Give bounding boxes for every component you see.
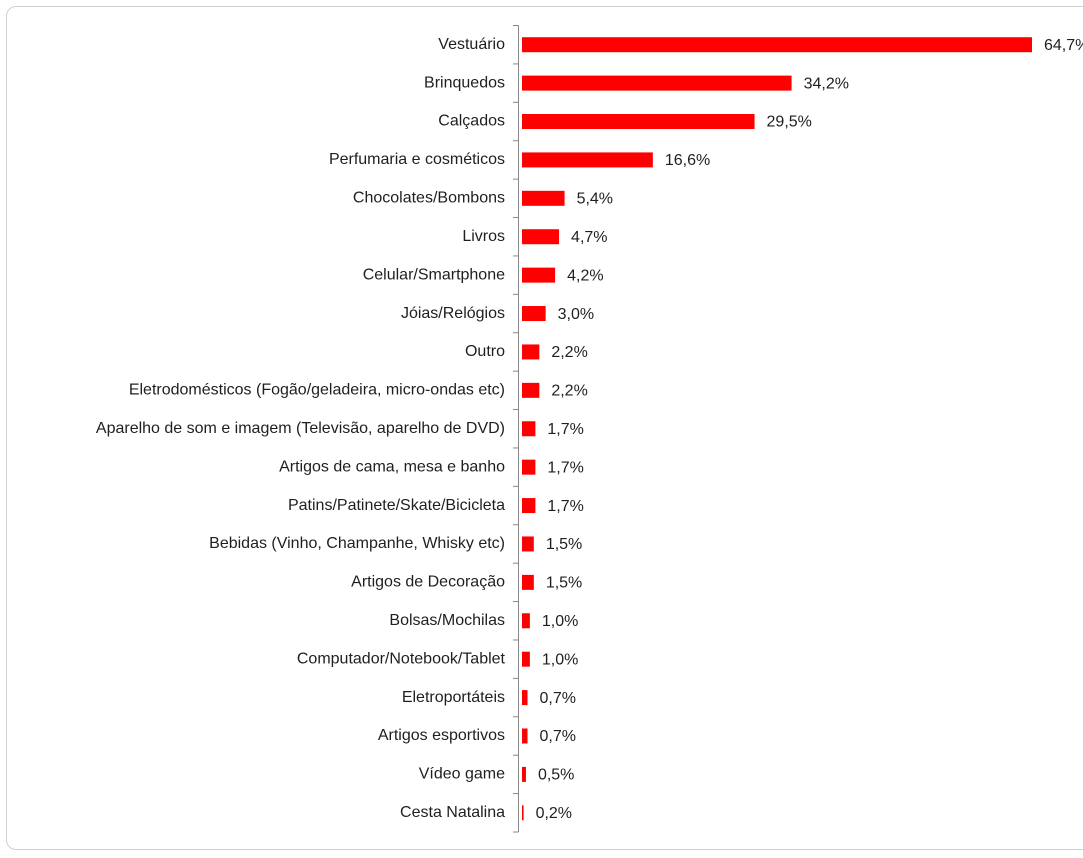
bar <box>522 37 1032 53</box>
value-label: 4,2% <box>567 267 603 284</box>
value-label: 2,2% <box>551 383 587 400</box>
value-label: 0,7% <box>540 690 576 707</box>
value-label: 1,7% <box>547 459 583 476</box>
value-label: 1,5% <box>546 536 582 553</box>
bar <box>522 114 755 130</box>
bar <box>522 690 528 706</box>
category-label: Vídeo game <box>419 766 505 783</box>
category-label: Brinquedos <box>424 74 505 91</box>
category-label: Jóias/Relógios <box>401 305 505 322</box>
bar <box>522 229 560 245</box>
value-label: 1,0% <box>542 613 578 630</box>
value-label: 1,7% <box>547 498 583 515</box>
category-label: Aparelho de som e imagem (Televisão, apa… <box>96 420 505 437</box>
category-label: Computador/Notebook/Tablet <box>297 650 506 667</box>
category-label: Eletrodomésticos (Fogão/geladeira, micro… <box>129 382 505 399</box>
category-label: Calçados <box>438 113 505 130</box>
value-label: 29,5% <box>767 114 812 131</box>
category-label: Outro <box>465 343 505 360</box>
bar <box>522 651 530 667</box>
bar <box>522 574 534 590</box>
category-label: Artigos esportivos <box>378 727 505 744</box>
bar <box>522 805 524 821</box>
bar <box>522 75 792 91</box>
category-label: Artigos de cama, mesa e banho <box>279 458 505 475</box>
category-label: Perfumaria e cosméticos <box>329 151 505 168</box>
category-label: Livros <box>462 228 505 245</box>
value-label: 1,5% <box>546 575 582 592</box>
value-label: 2,2% <box>551 344 587 361</box>
category-label: Patins/Patinete/Skate/Bicicleta <box>288 497 505 514</box>
bar <box>522 267 556 283</box>
category-label: Artigos de Decoração <box>351 574 505 591</box>
value-label: 1,0% <box>542 651 578 668</box>
category-label: Bebidas (Vinho, Champanhe, Whisky etc) <box>209 535 505 552</box>
bar <box>522 190 565 206</box>
bar <box>522 152 653 168</box>
bar <box>522 421 536 437</box>
value-label: 16,6% <box>665 152 710 169</box>
category-label: Chocolates/Bombons <box>353 190 505 207</box>
bar <box>522 344 540 360</box>
bar <box>522 382 540 398</box>
bar <box>522 498 536 514</box>
value-label: 0,5% <box>538 767 574 784</box>
bar <box>522 766 526 782</box>
category-label: Cesta Natalina <box>400 804 505 821</box>
value-label: 0,2% <box>536 805 572 822</box>
bar <box>522 613 530 629</box>
value-label: 4,7% <box>571 229 607 246</box>
value-label: 34,2% <box>804 75 849 92</box>
bar <box>522 536 534 552</box>
bar <box>522 728 528 744</box>
category-label: Celular/Smartphone <box>363 266 505 283</box>
chart-card <box>6 6 1083 850</box>
bar <box>522 306 546 322</box>
value-label: 1,7% <box>547 421 583 438</box>
bar <box>522 459 536 475</box>
value-label: 64,7% <box>1044 37 1083 54</box>
value-label: 5,4% <box>577 191 613 208</box>
category-label: Eletroportáteis <box>402 689 505 706</box>
value-label: 0,7% <box>540 728 576 745</box>
value-label: 3,0% <box>558 306 594 323</box>
category-label: Vestuário <box>438 36 505 53</box>
category-label: Bolsas/Mochilas <box>389 612 505 629</box>
